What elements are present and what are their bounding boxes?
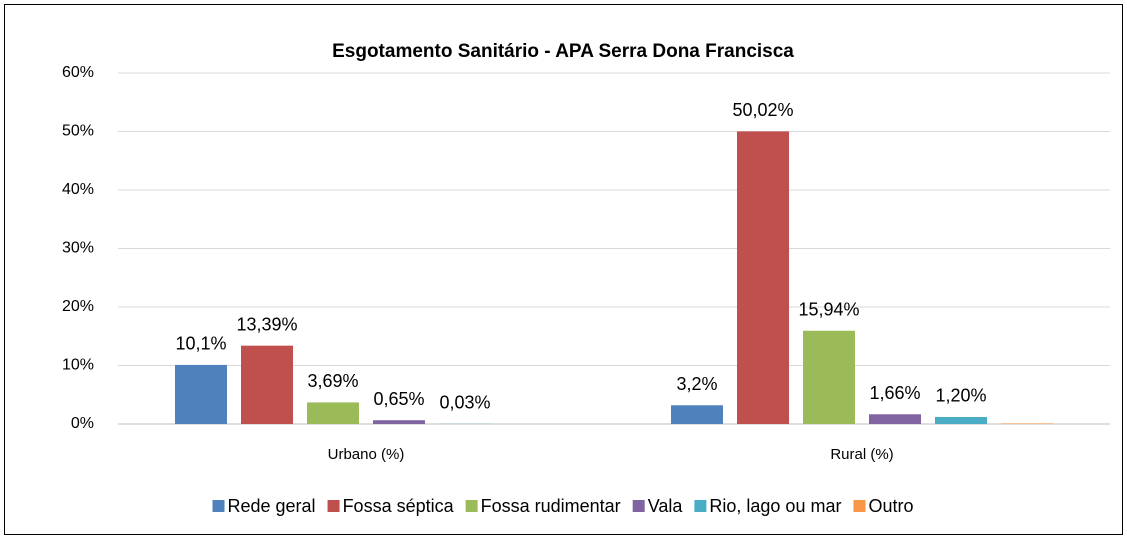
y-tick-label: 60% [62,64,94,81]
chart-border [4,4,1123,535]
data-label: 15,94% [798,300,859,320]
bar [1001,423,1053,424]
chart-title: Esgotamento Sanitário - APA Serra Dona F… [332,41,794,62]
data-label: 1,66% [869,383,920,403]
bar [737,131,789,424]
legend-swatch [327,500,340,512]
bar [307,402,359,424]
bar [373,420,425,424]
y-tick-label: 20% [62,298,94,315]
legend-label: Fossa rudimentar [481,496,621,516]
data-label: 13,39% [236,314,297,334]
legend-swatch [694,500,707,512]
y-tick-label: 0% [71,415,94,432]
legend-swatch [212,500,225,512]
legend-swatch [632,500,645,512]
bar [869,414,921,424]
y-tick-label: 40% [62,181,94,198]
data-label: 3,2% [676,374,717,394]
y-tick-label: 10% [62,357,94,374]
legend-swatch [853,500,866,512]
data-label: 3,69% [307,371,358,391]
bar [803,330,855,424]
legend: Rede geral Fossa séptica Fossa rudimentar V… [212,496,914,516]
legend-label: Fossa séptica [343,496,455,516]
data-label: 0,03% [439,393,490,413]
y-tick-label: 30% [62,240,94,257]
y-tick-label: 50% [62,123,94,140]
x-tick-label: Rural (%) [830,446,893,463]
legend-label: Rede geral [228,496,316,516]
legend-label: Rio, lago ou mar [709,496,841,516]
bar [671,405,723,424]
bar [935,416,987,424]
data-label: 0,65% [373,389,424,409]
bar [241,345,293,424]
legend-label: Vala [648,496,684,516]
bar [175,364,227,424]
data-label: 10,1% [175,334,226,354]
data-label: 1,20% [935,386,986,406]
legend-swatch [465,500,478,512]
legend-label: Outro [868,496,913,516]
data-label: 50,02% [732,100,793,120]
x-tick-label: Urbano (%) [328,446,405,463]
